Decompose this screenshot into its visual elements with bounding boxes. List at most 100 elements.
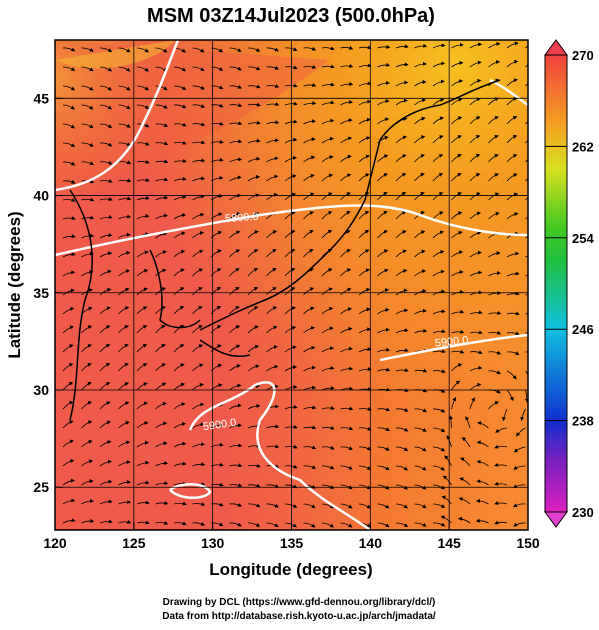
streamline — [266, 230, 278, 239]
streamline — [247, 483, 261, 488]
streamline — [99, 104, 112, 110]
streamline — [303, 345, 316, 353]
streamline — [155, 441, 168, 448]
streamline — [229, 249, 241, 258]
streamline — [432, 484, 445, 490]
streamline — [414, 408, 427, 413]
streamline — [303, 287, 315, 296]
streamline — [62, 216, 76, 220]
streamline — [155, 47, 168, 53]
streamline — [284, 424, 298, 429]
streamline — [155, 250, 168, 258]
streamline — [118, 401, 130, 410]
streamline — [451, 135, 462, 144]
streamline — [321, 64, 335, 69]
streamline — [118, 85, 131, 91]
streamline — [229, 157, 243, 163]
streamline — [136, 47, 149, 53]
streamline — [155, 520, 169, 525]
streamline — [229, 503, 242, 507]
streamline — [513, 522, 526, 527]
streamline — [506, 173, 518, 182]
streamline — [99, 287, 112, 296]
streamline — [432, 211, 444, 220]
streamline — [247, 230, 259, 239]
streamline — [229, 286, 240, 296]
streamline — [451, 309, 465, 315]
streamline — [229, 325, 241, 334]
streamline — [136, 480, 150, 486]
streamline — [377, 154, 389, 163]
streamline — [99, 440, 112, 448]
streamline — [284, 119, 298, 125]
streamline — [210, 66, 224, 71]
streamline — [469, 97, 481, 106]
streamline — [136, 362, 148, 372]
streamline — [377, 62, 391, 68]
streamline — [451, 172, 462, 182]
streamline — [81, 498, 94, 505]
streamline — [155, 177, 169, 182]
streamline — [506, 331, 520, 335]
streamline — [81, 123, 94, 129]
streamline — [266, 286, 277, 296]
streamline — [81, 288, 94, 296]
streamline — [395, 308, 409, 315]
streamline — [432, 249, 445, 258]
x-tick-label: 130 — [201, 535, 225, 551]
streamline — [266, 138, 280, 144]
streamline — [173, 305, 185, 315]
streamline — [358, 249, 370, 258]
x-tick-label: 135 — [280, 535, 304, 551]
colorbar-tick-label: 270 — [572, 48, 594, 63]
streamline — [210, 482, 224, 487]
streamline — [173, 66, 186, 72]
streamline — [173, 268, 185, 277]
streamline — [358, 307, 371, 315]
streamline — [81, 66, 94, 72]
streamline — [155, 481, 169, 486]
streamline — [62, 270, 76, 277]
streamline — [321, 155, 334, 163]
streamline — [284, 47, 298, 51]
streamline — [173, 176, 187, 182]
streamline — [155, 501, 169, 505]
streamline — [136, 421, 149, 429]
streamline — [506, 115, 518, 125]
x-tick-label: 145 — [437, 535, 461, 551]
streamline — [247, 522, 261, 527]
streamline — [81, 85, 94, 91]
streamline — [118, 324, 129, 334]
streamline — [229, 121, 243, 125]
streamline — [229, 85, 242, 89]
streamline — [155, 343, 166, 353]
streamline — [358, 426, 372, 431]
streamline — [229, 211, 241, 220]
streamline — [488, 370, 501, 375]
streamline — [247, 84, 261, 89]
streamline — [506, 78, 518, 87]
streamline — [377, 210, 388, 220]
streamline — [321, 445, 335, 450]
streamline — [469, 270, 483, 277]
streamline — [173, 324, 185, 334]
streamline — [118, 104, 131, 110]
streamline — [441, 495, 452, 505]
streamline — [155, 421, 168, 429]
streamline — [303, 503, 316, 509]
streamline — [476, 421, 489, 429]
streamline — [99, 306, 111, 315]
streamline — [192, 462, 206, 467]
streamline — [395, 328, 409, 334]
streamline — [155, 324, 166, 334]
streamline — [210, 383, 223, 391]
streamline — [136, 460, 150, 467]
streamline — [118, 250, 131, 258]
streamline — [229, 305, 240, 315]
streamline — [99, 85, 112, 91]
streamline — [377, 522, 390, 528]
streamline — [432, 329, 446, 334]
streamline — [229, 344, 241, 353]
streamline — [136, 195, 150, 201]
streamline — [118, 232, 131, 239]
